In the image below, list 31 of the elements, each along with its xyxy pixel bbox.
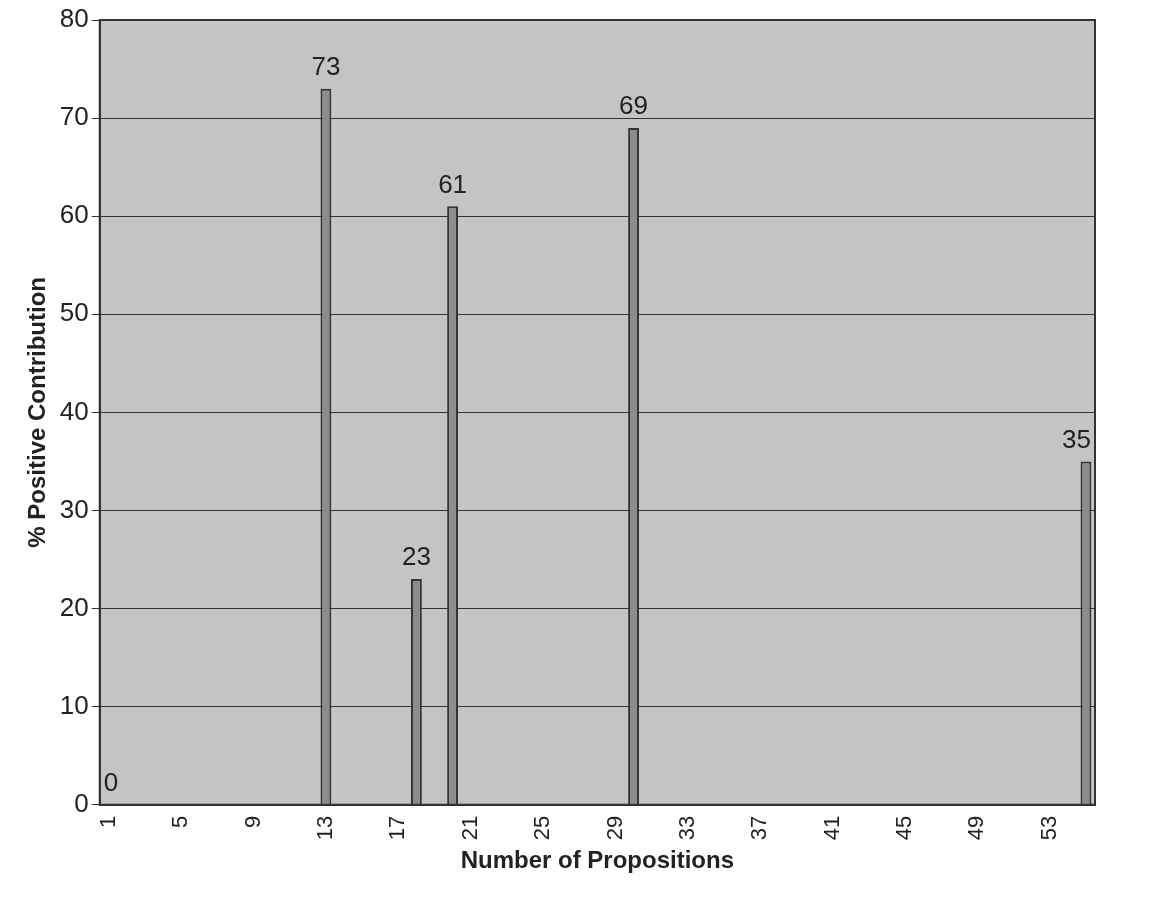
x-tick-label: 41 xyxy=(818,815,844,841)
y-tick-label: 20 xyxy=(59,591,89,622)
x-tick-label: 13 xyxy=(311,815,337,841)
y-tick-label: 10 xyxy=(59,689,89,720)
x-tick-label: 9 xyxy=(239,815,265,828)
data-label: 73 xyxy=(311,50,341,81)
x-tick-label: 45 xyxy=(891,815,917,841)
x-tick-label: 1 xyxy=(94,815,120,828)
y-axis-title: % Positive Contribution xyxy=(23,277,51,548)
data-label: 69 xyxy=(619,90,649,121)
x-tick-label: 33 xyxy=(673,815,699,841)
x-tick-label: 29 xyxy=(601,815,627,841)
y-tick-label: 0 xyxy=(74,787,89,818)
x-tick-label: 5 xyxy=(167,815,193,828)
x-tick-label: 21 xyxy=(456,815,482,841)
x-tick-label: 37 xyxy=(746,815,772,841)
y-tick-label: 40 xyxy=(59,395,89,426)
y-tick-label: 60 xyxy=(59,199,89,230)
x-tick-label: 17 xyxy=(384,815,410,841)
data-label: 0 xyxy=(103,766,119,797)
y-tick-label: 30 xyxy=(59,493,89,524)
y-tick-label: 80 xyxy=(59,3,89,34)
y-tick-label: 50 xyxy=(59,297,89,328)
x-tick-label: 53 xyxy=(1035,815,1061,841)
x-axis-title: Number of Propositions xyxy=(460,846,735,874)
data-label: 35 xyxy=(1062,423,1091,454)
x-tick-label: 49 xyxy=(963,815,989,841)
x-tick-label: 25 xyxy=(529,815,555,841)
data-label: 23 xyxy=(401,541,431,572)
y-tick-label: 70 xyxy=(59,101,89,132)
data-label: 61 xyxy=(438,168,468,199)
